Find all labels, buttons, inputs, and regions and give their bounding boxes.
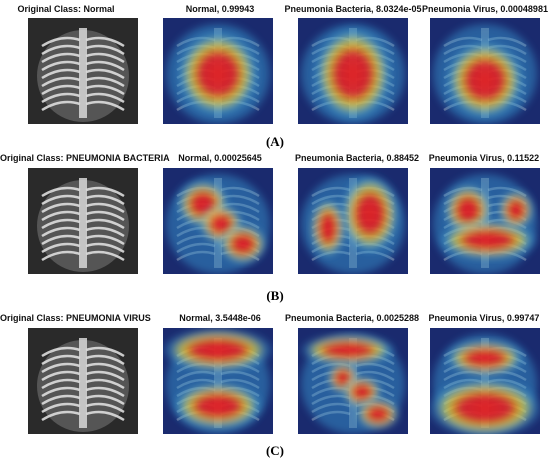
caption-b-normal: Normal, 0.00025645 bbox=[178, 153, 262, 163]
heatmap-c-bacteria bbox=[298, 328, 408, 434]
heatmap-a-bacteria bbox=[298, 18, 408, 124]
caption-a-bacteria: Pneumonia Bacteria, 8.0324e-05 bbox=[284, 4, 422, 14]
heatmap-b-virus bbox=[430, 168, 540, 274]
xray-b-original bbox=[28, 168, 138, 274]
heatmap-a-normal bbox=[163, 18, 273, 124]
caption-a-normal: Normal, 0.99943 bbox=[185, 4, 255, 14]
caption-a-virus: Pneumonia Virus, 0.00048981 bbox=[422, 4, 548, 14]
caption-c-normal: Normal, 3.5448e-06 bbox=[179, 313, 261, 323]
heatmap-a-virus bbox=[430, 18, 540, 124]
caption-c-original: Original Class: PNEUMONIA VIRUS bbox=[0, 313, 151, 323]
row-label-b: (B) bbox=[266, 288, 284, 303]
heatmap-b-bacteria bbox=[298, 168, 408, 274]
xray-c-original bbox=[28, 328, 138, 434]
caption-b-virus: Pneumonia Virus, 0.11522 bbox=[428, 153, 540, 163]
caption-c-virus: Pneumonia Virus, 0.99747 bbox=[428, 313, 540, 323]
heatmap-c-virus bbox=[430, 328, 540, 434]
heatmap-b-normal bbox=[163, 168, 273, 274]
heatmap-c-normal bbox=[163, 328, 273, 434]
row-label-c: (C) bbox=[265, 443, 285, 458]
caption-c-bacteria: Pneumonia Bacteria, 0.0025288 bbox=[284, 313, 420, 323]
row-label-a: (A) bbox=[265, 134, 285, 149]
caption-b-bacteria: Pneumonia Bacteria, 0.88452 bbox=[294, 153, 420, 163]
caption-b-original: Original Class: PNEUMONIA BACTERIA bbox=[0, 153, 170, 163]
xray-a-original bbox=[28, 18, 138, 124]
caption-a-original: Original Class: Normal bbox=[17, 4, 115, 14]
